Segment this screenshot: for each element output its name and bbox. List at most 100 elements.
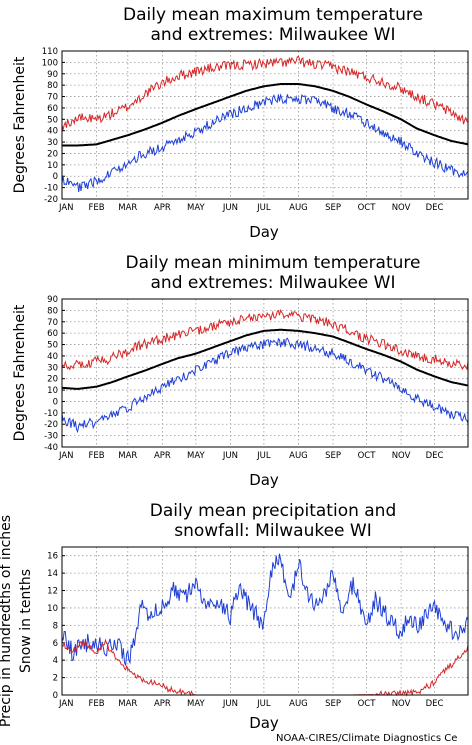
plot-frame: [61, 298, 469, 448]
x-tick-label: JAN: [58, 203, 74, 213]
y-tick-label: 4: [53, 656, 58, 666]
x-tick-label: APR: [154, 699, 171, 709]
x-tick-label: JUN: [222, 203, 238, 213]
y-tick-label: 30: [47, 363, 58, 373]
y-tick-label: 20: [47, 375, 58, 385]
y-tick-label: -40: [44, 443, 58, 453]
x-tick-label: MAR: [118, 699, 137, 709]
x-tick-label: MAR: [118, 203, 137, 213]
y-tick-label: 10: [47, 604, 58, 614]
y-tick-label: 6: [53, 639, 58, 649]
series-line-3: [61, 337, 469, 434]
x-tick-label: DEC: [426, 203, 444, 213]
y-tick-label: 50: [47, 341, 58, 351]
series-line-1: [61, 308, 469, 371]
x-tick-label: OCT: [358, 203, 377, 213]
series-line-2: [61, 328, 469, 390]
y-tick-label: 20: [47, 149, 58, 159]
y-tick-label: 80: [47, 81, 58, 91]
x-tick-label: MAY: [187, 451, 205, 461]
x-tick-label: MAY: [187, 699, 205, 709]
y-axis-label: Degrees Fahrenheit: [12, 304, 28, 441]
y-tick-label: 110: [42, 47, 58, 57]
x-tick-label: DEC: [426, 699, 444, 709]
y-tick-label: 14: [47, 569, 58, 579]
x-tick-label: NOV: [392, 451, 411, 461]
x-tick-label: JUL: [256, 699, 271, 709]
x-tick-label: APR: [154, 203, 171, 213]
y-tick-label: 0: [53, 397, 58, 407]
x-tick-label: AUG: [289, 699, 308, 709]
y-tick-label: -10: [44, 184, 58, 194]
x-tick-label: FEB: [89, 699, 105, 709]
y-tick-label: -20: [44, 195, 58, 205]
y-tick-label: 30: [47, 138, 58, 148]
y-axis-label: Precip in hundredths of inches: [0, 515, 14, 727]
y-tick-label: 10: [47, 161, 58, 171]
x-tick-label: JAN: [58, 451, 74, 461]
y-axis-label: Degrees Fahrenheit: [12, 56, 28, 193]
x-axis-label: Day: [249, 223, 279, 241]
x-tick-label: NOV: [392, 203, 411, 213]
y-tick-label: -20: [44, 420, 58, 430]
series-line-1: [61, 553, 469, 666]
x-tick-label: MAR: [118, 451, 137, 461]
x-tick-label: NOV: [392, 699, 411, 709]
x-tick-label: AUG: [289, 451, 308, 461]
y-tick-label: 50: [47, 115, 58, 125]
y-tick-label: 10: [47, 386, 58, 396]
chart-title-line: and extremes: Milwaukee WI: [151, 273, 396, 293]
y-tick-label: 100: [42, 58, 58, 68]
y-tick-label: 12: [47, 587, 58, 597]
plot-frame: [61, 50, 469, 200]
y-tick-label: 0: [53, 691, 58, 701]
x-tick-label: JAN: [58, 699, 74, 709]
x-tick-label: JUN: [222, 699, 238, 709]
series-line-2: [62, 83, 469, 147]
plot-frame: [61, 546, 469, 696]
x-tick-label: SEP: [325, 203, 341, 213]
y-tick-label: -10: [44, 409, 58, 419]
y-tick-label: 80: [47, 306, 58, 316]
x-tick-label: MAY: [187, 203, 205, 213]
chart-title-line: snowfall: Milwaukee WI: [174, 521, 372, 541]
x-axis-label: Day: [249, 714, 279, 732]
x-tick-label: FEB: [89, 203, 105, 213]
x-tick-label: SEP: [325, 699, 341, 709]
y-tick-label: 60: [47, 104, 58, 114]
x-tick-label: JUL: [256, 451, 271, 461]
y-tick-label: 0: [53, 172, 58, 182]
x-axis-label: Day: [249, 471, 279, 489]
chart-title-line: Daily mean precipitation and: [150, 501, 397, 521]
series-line-3: [61, 93, 469, 192]
y-tick-label: 60: [47, 329, 58, 339]
chart-title-line: Daily mean maximum temperature: [123, 5, 423, 25]
y-tick-label: -30: [44, 432, 58, 442]
chart-title-line: and extremes: Milwaukee WI: [151, 25, 396, 45]
y-axis-label: Snow in tenths: [18, 569, 34, 673]
y-tick-label: 16: [47, 552, 58, 562]
chart-title-line: Daily mean minimum temperature: [126, 253, 421, 273]
y-tick-label: 40: [47, 127, 58, 137]
series-line-1: [61, 55, 469, 130]
y-tick-label: 2: [53, 674, 58, 684]
x-tick-label: APR: [154, 451, 171, 461]
x-tick-label: FEB: [89, 451, 105, 461]
y-tick-label: 90: [47, 295, 58, 305]
y-tick-label: 70: [47, 318, 58, 328]
y-tick-label: 8: [53, 621, 58, 631]
x-tick-label: SEP: [325, 451, 341, 461]
x-tick-label: JUN: [222, 451, 238, 461]
credit-text: NOAA-CIRES/Climate Diagnostics Ce: [276, 733, 457, 744]
x-tick-label: OCT: [358, 451, 377, 461]
x-tick-label: DEC: [426, 451, 444, 461]
y-tick-label: 70: [47, 93, 58, 103]
y-tick-label: 40: [47, 352, 58, 362]
x-tick-label: AUG: [289, 203, 308, 213]
y-tick-label: 90: [47, 70, 58, 80]
x-tick-label: JUL: [256, 203, 271, 213]
